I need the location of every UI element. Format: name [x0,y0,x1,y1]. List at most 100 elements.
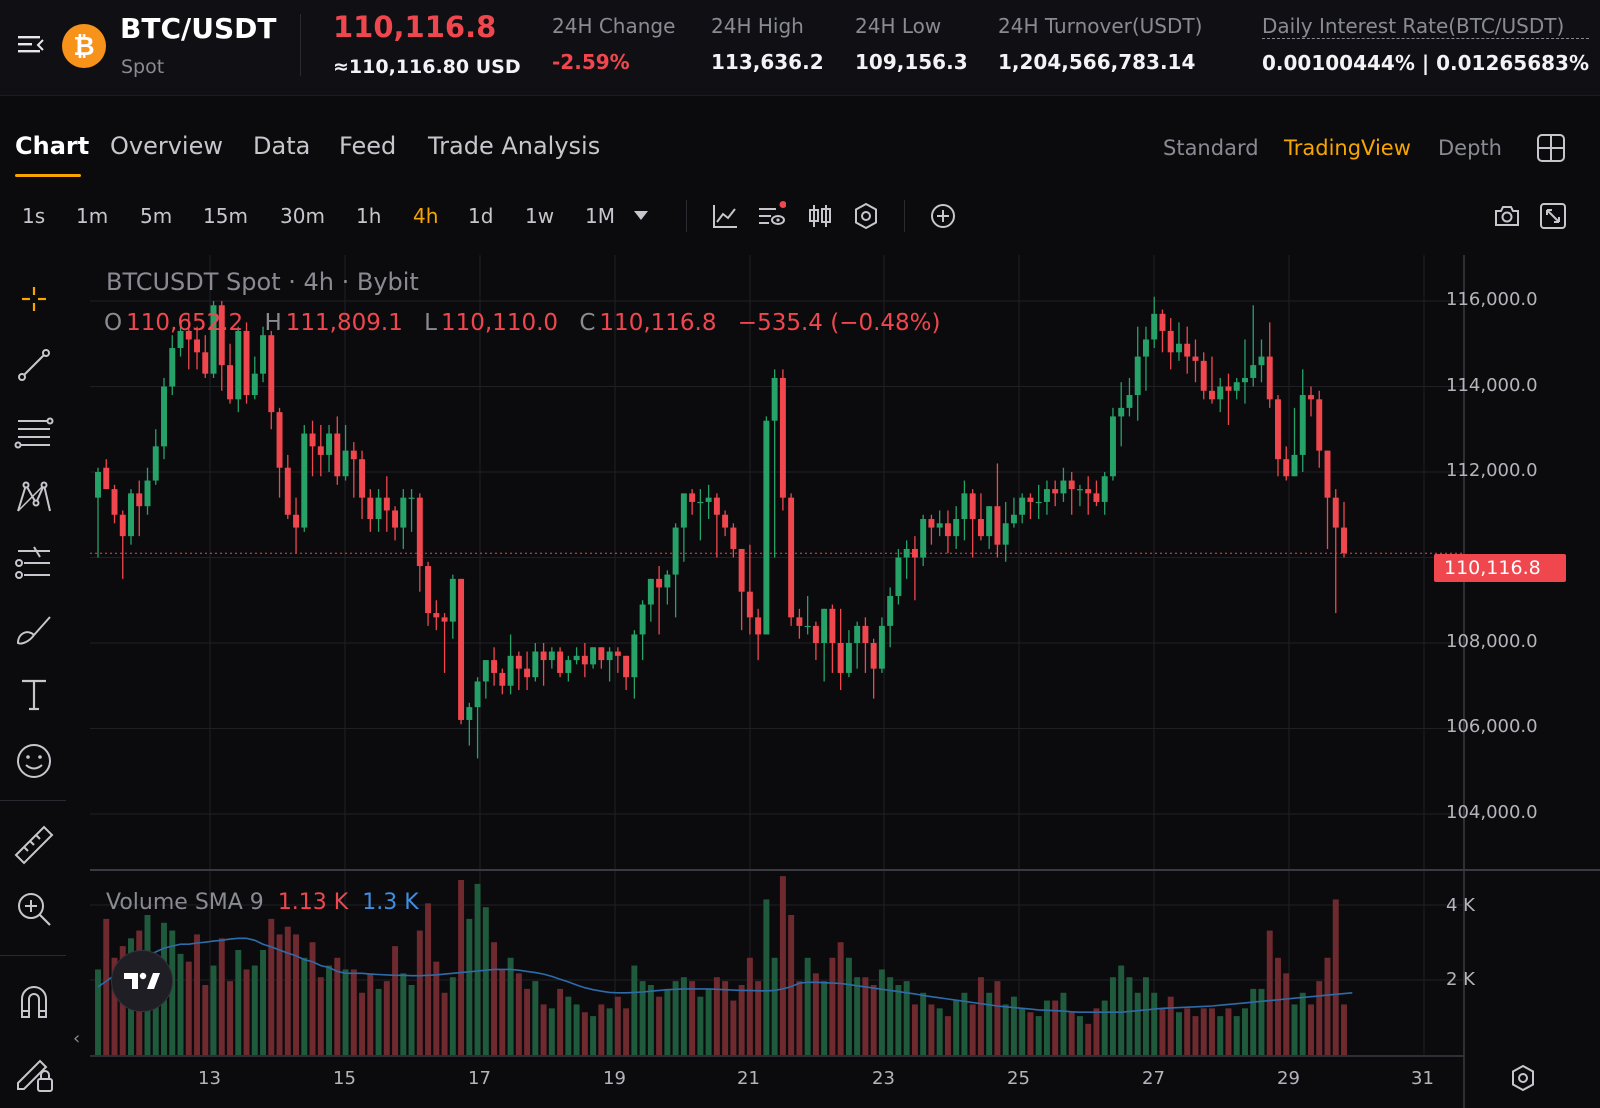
volume-bar [705,988,712,1055]
volume-bar [623,1008,630,1055]
timeframe-1m[interactable]: 1m [76,204,109,228]
timeframe-1d[interactable]: 1d [468,204,494,228]
crosshair-icon[interactable] [10,275,58,323]
candle-body [375,497,382,520]
lock-drawing-icon[interactable] [10,1045,58,1093]
candle-body [144,480,151,507]
volume-bar [1019,1008,1026,1055]
candle-body [689,493,696,502]
volume-bar [1225,1008,1232,1055]
zoom-in-icon[interactable] [10,885,58,933]
ruler-icon[interactable] [10,821,58,869]
low-label: L [424,310,437,336]
indicator-chart-icon[interactable] [710,201,740,231]
volume-bar [887,977,894,1055]
volume-bar [1101,1000,1108,1055]
candle-body [1060,480,1067,494]
high-value: 111,809.1 [285,310,403,336]
add-compare-icon[interactable] [928,201,958,231]
last-price: 110,116.8 [333,10,497,44]
volume-bar [689,981,696,1055]
forecast-icon[interactable] [10,539,58,587]
candle-body [276,412,283,468]
y-tick-label: 108,000.0 [1446,631,1538,652]
candle-body [1093,493,1100,502]
candle-body [557,651,564,673]
volume-bar [383,981,390,1055]
tab-data[interactable]: Data [253,132,311,160]
text-tool-icon[interactable] [10,671,58,719]
timeframe-30m[interactable]: 30m [280,204,325,228]
candle-body [870,643,877,669]
chart-settings-icon[interactable] [1508,1063,1538,1093]
volume-bar [1308,1004,1314,1055]
volume-bar [953,1000,960,1055]
candle-body [1209,390,1215,400]
tradingview-icon [124,972,160,989]
candle-body [656,578,663,588]
stat-label: 24H High [711,14,804,38]
candle-body [837,643,844,673]
volume-bar [1242,1008,1248,1055]
view-standard[interactable]: Standard [1163,136,1259,160]
timeframe-dropdown-icon[interactable] [632,208,650,224]
candle-body [994,506,1001,545]
collapse-arrow-icon[interactable]: ‹ [73,1028,81,1049]
tradingview-logo[interactable] [111,950,173,1012]
magnet-icon[interactable] [10,977,58,1025]
settings-icon[interactable] [851,201,881,231]
timeframe-1w[interactable]: 1w [525,204,555,228]
view-depth[interactable]: Depth [1438,136,1502,160]
candle-body [177,330,184,349]
candle-body [804,625,811,628]
volume-bar [95,969,101,1055]
volume-bar [1258,988,1265,1055]
candle-body [713,497,720,515]
tab-chart[interactable]: Chart [15,132,90,160]
timeframe-1M[interactable]: 1M [585,204,615,228]
timeframe-15m[interactable]: 15m [203,204,248,228]
menu-icon[interactable] [16,30,46,60]
candle-type-icon[interactable] [805,201,835,231]
candle-body [746,591,753,618]
volume-bar [449,977,456,1055]
fullscreen-icon[interactable] [1538,201,1568,231]
stat-interest-rate[interactable]: Daily Interest Rate(BTC/USDT) 0.00100444… [1262,14,1589,75]
candle-body [1126,395,1133,408]
candle-body [1027,497,1034,502]
brush-icon[interactable] [10,605,58,653]
emoji-icon[interactable] [10,737,58,785]
x-tick-label: 31 [1411,1068,1434,1089]
timeframe-5m[interactable]: 5m [140,204,173,228]
volume-bar [342,969,349,1055]
vol-tick-label: 2 K [1446,969,1475,990]
volume-bar [1209,1008,1215,1055]
layout-grid-icon[interactable] [1536,133,1566,163]
tab-feed[interactable]: Feed [339,132,397,160]
indicators-icon[interactable] [756,201,786,231]
fib-retracement-icon[interactable] [10,407,58,455]
volume-bar [986,992,993,1055]
pair-title[interactable]: BTC/USDT [120,12,277,45]
volume-bar [1043,1000,1050,1055]
timeframe-1h[interactable]: 1h [356,204,382,228]
camera-icon[interactable] [1492,201,1522,231]
view-tradingview[interactable]: TradingView [1284,136,1411,160]
timeframe-1s[interactable]: 1s [22,204,46,228]
pattern-icon[interactable] [10,473,58,521]
trend-line-icon[interactable] [10,341,58,389]
tab-trade-analysis[interactable]: Trade Analysis [428,132,601,160]
candle-body [1233,382,1240,391]
candle-body [920,519,927,558]
candle-body [821,608,828,643]
candle-body [763,420,770,635]
stat-label: 24H Low [855,14,942,38]
timeframe-4h[interactable]: 4h [413,204,439,228]
candle-body [581,655,588,665]
tab-overview[interactable]: Overview [110,132,223,160]
low-value: 110,110.0 [440,310,559,336]
divider [686,200,687,232]
volume-bar [1035,1016,1042,1055]
volume-bar [804,957,811,1055]
